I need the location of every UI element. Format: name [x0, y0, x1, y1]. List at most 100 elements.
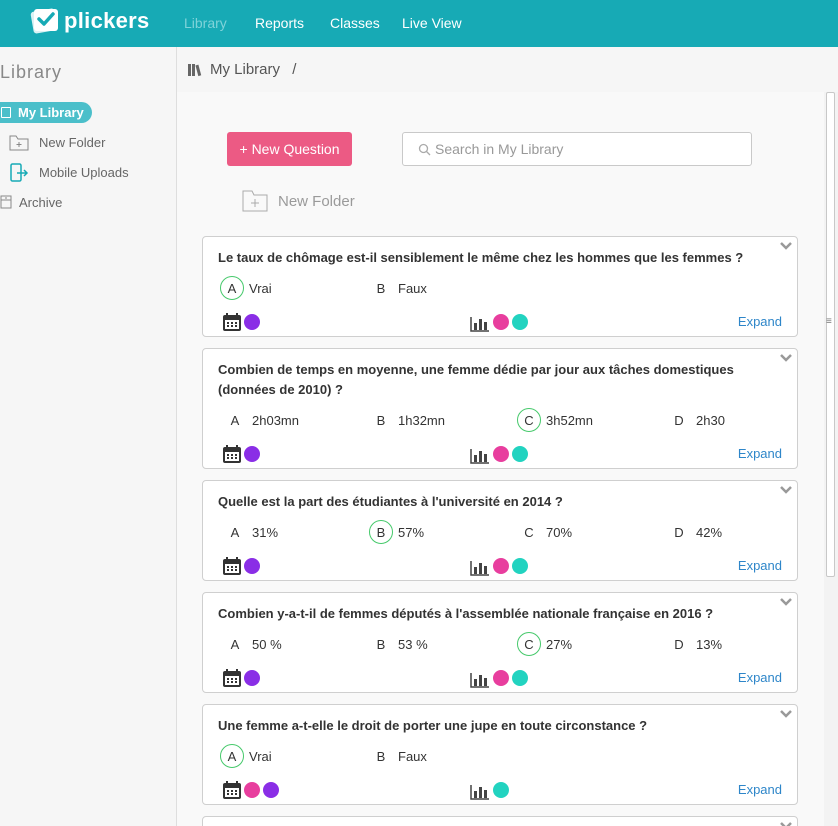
report-dot-cyan [512, 446, 528, 462]
choice-text: 3h52mn [546, 412, 593, 428]
chevron-down-icon[interactable] [779, 597, 793, 607]
choice-letter: A [230, 524, 240, 540]
sidebar-item-my-library[interactable]: My Library [0, 102, 92, 123]
question-text: Le taux de chômage est-il sensiblement l… [218, 250, 744, 265]
choice-text: 2h30 [696, 412, 725, 428]
question-card[interactable]: Combien de temps en moyenne, une femme d… [202, 348, 798, 469]
question-text: Quelle est la part des étudiantes à l'un… [218, 494, 563, 509]
resize-grip-icon[interactable]: ≡ [826, 316, 832, 327]
choice-text: 1h32mn [398, 412, 445, 428]
chevron-down-icon[interactable] [779, 485, 793, 495]
question-card[interactable] [202, 816, 798, 826]
search-box [402, 132, 752, 166]
scrollbar-thumb[interactable] [826, 92, 835, 577]
choice-letter-correct: C [517, 408, 541, 432]
choice-text: Vrai [249, 280, 272, 296]
search-input[interactable] [435, 133, 735, 165]
sidebar-item-label: My Library [18, 105, 84, 120]
breadcrumb-item[interactable]: My Library [210, 61, 281, 78]
breadcrumb: My Library / [177, 47, 838, 92]
answer-choice: C 3h52mn [517, 408, 593, 432]
choice-letter: C [524, 524, 534, 540]
choice-text: Faux [398, 748, 427, 764]
bar-chart-icon[interactable] [470, 670, 490, 688]
choice-text: 2h03mn [252, 412, 299, 428]
expand-link[interactable]: Expand [737, 558, 782, 573]
nav-reports[interactable]: Reports [255, 15, 305, 31]
search-icon [418, 143, 431, 156]
choice-letter: D [674, 412, 684, 428]
breadcrumb-separator: / [292, 61, 297, 78]
chevron-down-icon[interactable] [779, 709, 793, 719]
new-folder-label: New Folder [278, 192, 355, 210]
choice-text: 53 % [398, 636, 428, 652]
tag-dot-purple [263, 782, 279, 798]
library-sidebar: Library My Library New Folder Mobile Upl… [0, 47, 177, 826]
answer-choice: A 31% [223, 520, 278, 544]
bar-chart-icon[interactable] [470, 446, 490, 464]
choice-text: 42% [696, 524, 723, 540]
choice-text: 70% [546, 524, 573, 540]
answer-choice: C 70% [517, 520, 572, 544]
question-text: Combien de temps en moyenne, une femme d… [218, 362, 734, 397]
tag-dot-purple [244, 558, 260, 574]
sidebar-item-label: Archive [19, 195, 63, 210]
choice-letter: D [674, 636, 684, 652]
nav-live-view[interactable]: Live View [402, 15, 462, 31]
choice-letter-correct: B [369, 520, 393, 544]
scrollbar[interactable] [824, 92, 838, 826]
library-books-icon [188, 64, 202, 77]
report-dot-pink [493, 558, 509, 574]
top-navigation-bar: plickers Library Reports Classes Live Vi… [0, 0, 838, 47]
sidebar-title: Library [0, 62, 63, 82]
calendar-icon[interactable] [222, 556, 242, 576]
question-card[interactable]: Combien y-a-t-il de femmes députés à l'a… [202, 592, 798, 693]
tag-dot-purple [244, 314, 260, 330]
mobile-upload-icon [10, 163, 29, 182]
sidebar-item-mobile-uploads[interactable]: Mobile Uploads [10, 163, 129, 182]
sidebar-item-new-folder[interactable]: New Folder [9, 135, 105, 151]
breadcrumb-location[interactable]: My Library / [210, 61, 296, 78]
tag-dot-purple [244, 446, 260, 462]
choice-letter-correct: A [220, 276, 244, 300]
calendar-icon[interactable] [222, 780, 242, 800]
choice-letter: B [376, 280, 386, 296]
choice-letter: B [376, 748, 386, 764]
report-dot-pink [493, 670, 509, 686]
new-question-button[interactable]: + New Question [227, 132, 352, 166]
choice-letter: D [674, 524, 684, 540]
question-text: Combien y-a-t-il de femmes députés à l'a… [218, 606, 714, 621]
question-text: Une femme a-t-elle le droit de porter un… [218, 718, 648, 733]
expand-link[interactable]: Expand [737, 782, 782, 797]
calendar-icon[interactable] [222, 312, 242, 332]
answer-choice: A 50 % [223, 632, 282, 656]
choice-letter: A [230, 412, 240, 428]
chevron-down-icon[interactable] [779, 353, 793, 363]
chevron-down-icon[interactable] [779, 241, 793, 251]
answer-choice: B 1h32mn [369, 408, 445, 432]
new-folder-icon [242, 190, 268, 212]
new-folder-button[interactable]: New Folder [242, 190, 355, 212]
choice-text: Faux [398, 280, 427, 296]
new-folder-icon [9, 135, 29, 151]
answer-choice: A Vrai [220, 744, 272, 768]
expand-link[interactable]: Expand [737, 670, 782, 685]
plickers-logo[interactable]: plickers [30, 7, 150, 35]
calendar-icon[interactable] [222, 444, 242, 464]
plickers-logo-icon [30, 7, 60, 35]
bar-chart-icon[interactable] [470, 314, 490, 332]
question-card[interactable]: Quelle est la part des étudiantes à l'un… [202, 480, 798, 581]
sidebar-item-archive[interactable]: Archive [0, 195, 63, 210]
nav-classes[interactable]: Classes [330, 15, 380, 31]
expand-link[interactable]: Expand [737, 446, 782, 461]
question-card[interactable]: Le taux de chômage est-il sensiblement l… [202, 236, 798, 337]
question-card[interactable]: Une femme a-t-elle le droit de porter un… [202, 704, 798, 805]
choice-text: 50 % [252, 636, 282, 652]
bar-chart-icon[interactable] [470, 558, 490, 576]
calendar-icon[interactable] [222, 668, 242, 688]
chevron-down-icon[interactable] [779, 821, 793, 826]
answer-choice: B 53 % [369, 632, 428, 656]
expand-link[interactable]: Expand [737, 314, 782, 329]
bar-chart-icon[interactable] [470, 782, 490, 800]
nav-library[interactable]: Library [184, 15, 227, 31]
